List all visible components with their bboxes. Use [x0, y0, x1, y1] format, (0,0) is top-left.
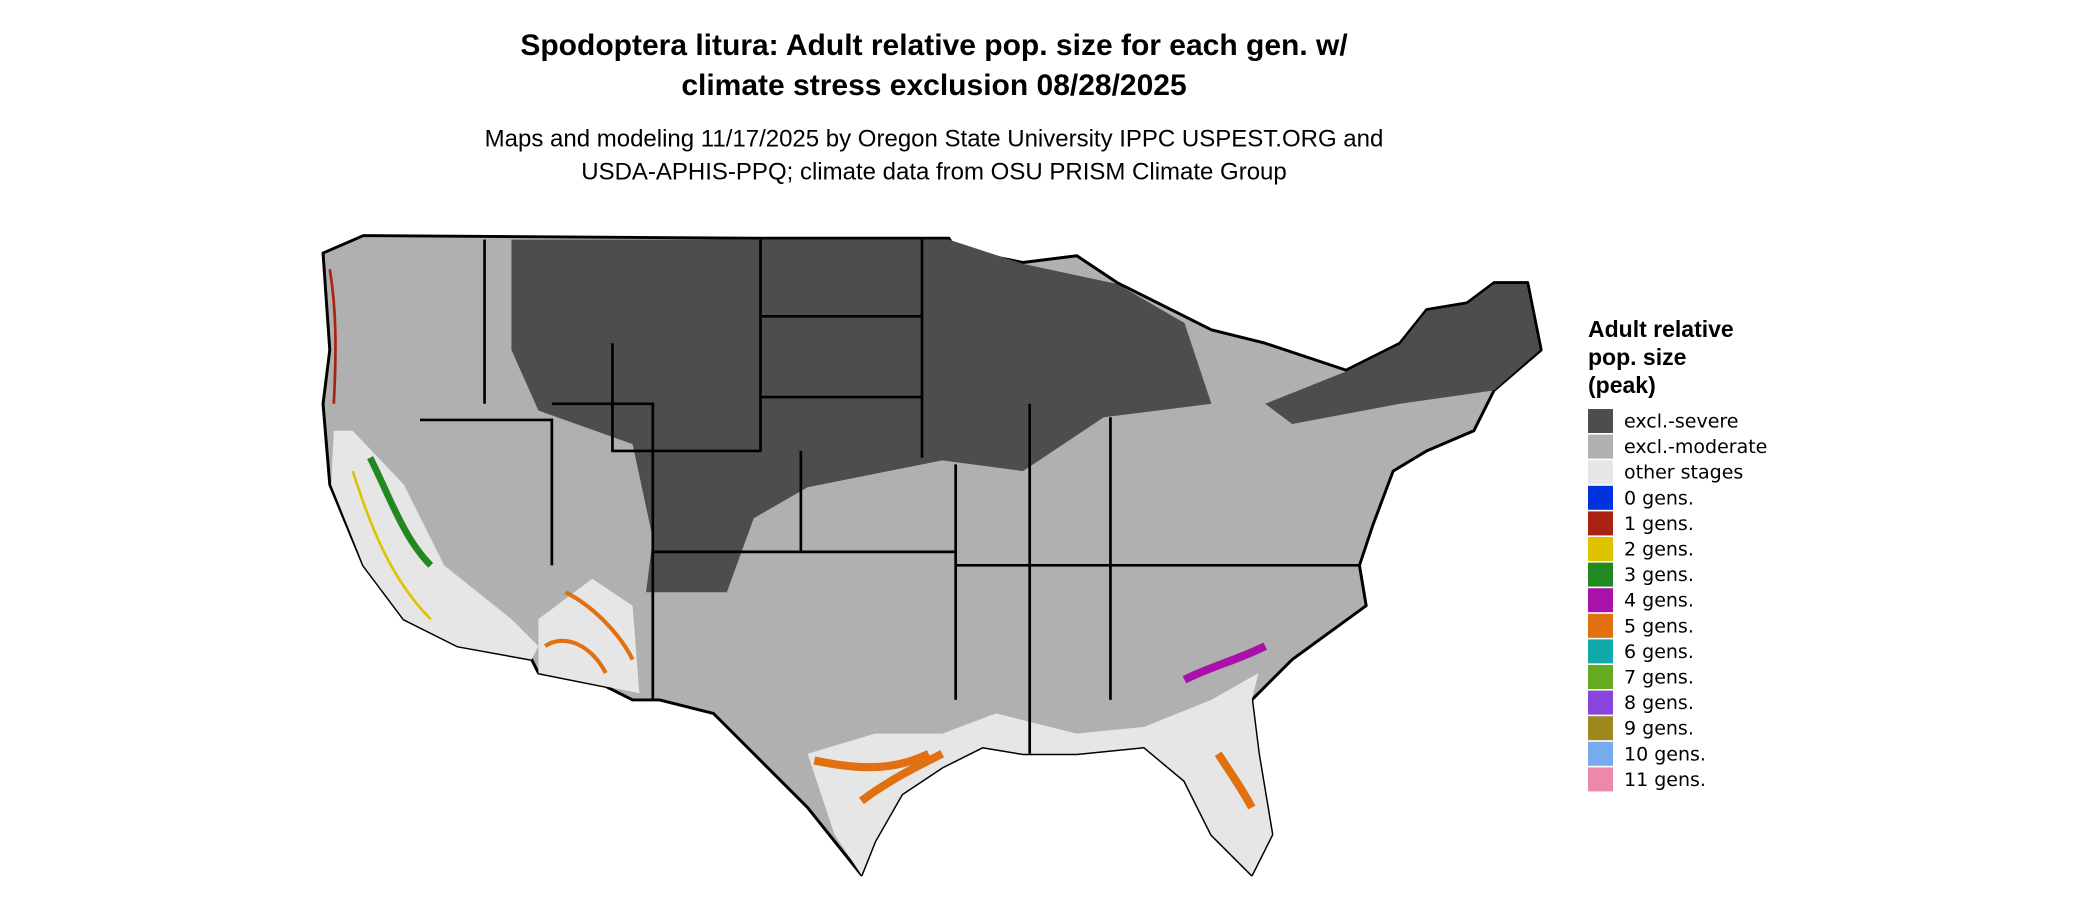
legend-label: 6 gens.	[1624, 641, 1694, 663]
legend-label: excl.-severe	[1624, 411, 1739, 433]
legend-swatch	[1588, 767, 1613, 792]
legend-label: 1 gens.	[1624, 513, 1694, 535]
legend-label: 5 gens.	[1624, 615, 1694, 637]
gen-5-southwest	[544, 590, 635, 674]
other-gulf-coast	[807, 673, 1272, 875]
legend-title-line: Adult relative	[1588, 316, 1734, 342]
state-borders	[419, 239, 1360, 754]
legend-title-line: (peak)	[1588, 372, 1656, 398]
title-line: climate stress exclusion 08/28/2025	[681, 69, 1186, 102]
legend-swatch	[1588, 511, 1613, 536]
severe-northeast	[1265, 284, 1540, 424]
legend-swatch	[1588, 537, 1613, 561]
legend-swatch	[1588, 460, 1613, 485]
other-southwest	[538, 578, 640, 694]
legend-label: 8 gens.	[1624, 692, 1694, 714]
legend-swatch	[1588, 409, 1613, 433]
legend-swatch	[1588, 588, 1613, 613]
legend-swatch	[1588, 613, 1613, 638]
legend-title-line: pop. size	[1588, 344, 1686, 370]
gen-1-oregon	[328, 268, 337, 404]
subtitle-line: Maps and modeling 11/17/2025 by Oregon S…	[485, 125, 1384, 152]
gen-4-carolina	[1182, 642, 1268, 684]
severe-north	[511, 239, 1212, 593]
legend-label: 7 gens.	[1624, 667, 1694, 689]
legend-swatch	[1588, 741, 1613, 766]
legend-label: 3 gens.	[1624, 564, 1694, 586]
us-map	[321, 234, 1543, 877]
legend-swatch	[1588, 434, 1613, 459]
legend-label: 9 gens.	[1624, 718, 1694, 740]
legend-label: 4 gens.	[1624, 590, 1694, 612]
subtitle-line: USDA-APHIS-PPQ; climate data from OSU PR…	[581, 158, 1287, 185]
legend-swatch	[1588, 665, 1613, 689]
legend-swatch	[1588, 562, 1613, 587]
legend-swatch	[1588, 716, 1613, 741]
legend-swatch	[1588, 639, 1613, 664]
legend-label: 2 gens.	[1624, 539, 1694, 561]
legend-label: 0 gens.	[1624, 487, 1694, 509]
gen-3-california	[367, 456, 434, 568]
gen-5-texas	[813, 750, 1256, 810]
legend-label: other stages	[1624, 462, 1743, 484]
legend-swatch	[1588, 485, 1613, 510]
legend-label: excl.-moderate	[1624, 436, 1767, 458]
legend-label: 10 gens.	[1624, 743, 1706, 765]
title-line: Spodoptera litura: Adult relative pop. s…	[520, 29, 1348, 62]
legend-label: 11 gens.	[1624, 769, 1706, 791]
gen-2-california	[351, 470, 432, 621]
legend-swatch	[1588, 690, 1613, 715]
